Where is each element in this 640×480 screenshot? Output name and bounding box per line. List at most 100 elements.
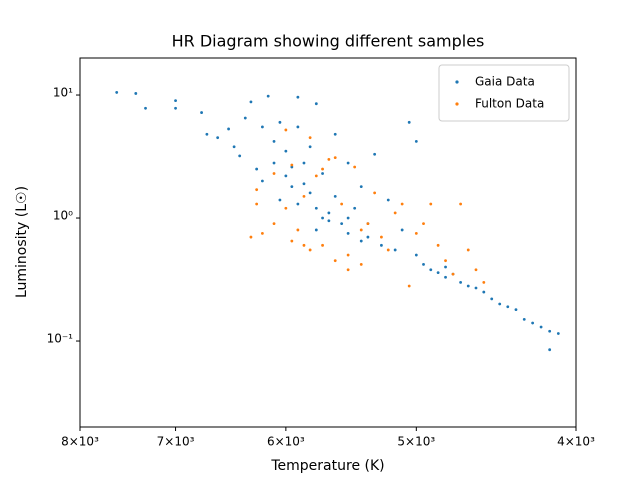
point: [340, 202, 344, 206]
point: [346, 231, 350, 235]
point: [205, 132, 209, 136]
point: [531, 321, 535, 325]
point: [359, 239, 363, 243]
point: [444, 265, 447, 269]
point: [393, 211, 397, 215]
point: [278, 198, 282, 202]
point: [393, 248, 397, 252]
point: [144, 106, 147, 110]
point: [249, 100, 253, 104]
point: [548, 348, 552, 352]
point: [444, 259, 447, 263]
point: [284, 128, 288, 132]
point: [333, 259, 337, 263]
point: [414, 139, 418, 143]
point: [321, 167, 324, 171]
point: [115, 91, 119, 94]
legend-marker: [455, 102, 459, 106]
point: [260, 125, 264, 129]
x-tick-label: 8×10³: [61, 435, 99, 449]
point: [451, 272, 455, 276]
x-axis-label: Temperature (K): [270, 458, 384, 474]
point: [474, 268, 478, 272]
point: [321, 172, 324, 175]
point: [466, 284, 470, 288]
point: [333, 156, 337, 159]
point: [321, 216, 324, 220]
point: [386, 198, 390, 202]
y-tick-label: 10⁰: [53, 209, 73, 223]
point: [278, 120, 282, 124]
x-tick-label: 4×10³: [557, 435, 595, 449]
point: [308, 145, 312, 149]
point: [548, 329, 552, 333]
y-axis-label: Luminosity (L☉): [14, 186, 30, 298]
point: [302, 243, 306, 247]
point: [346, 216, 350, 220]
legend-box: [438, 64, 570, 122]
point: [327, 219, 331, 223]
legend-label: Gaia Data: [475, 75, 535, 89]
point: [314, 174, 318, 178]
point: [407, 284, 411, 288]
point: [314, 228, 318, 232]
point: [266, 94, 270, 98]
point: [414, 231, 418, 235]
point: [353, 165, 357, 169]
point: [260, 231, 264, 235]
point: [296, 95, 300, 99]
point: [444, 275, 447, 279]
point: [174, 106, 177, 110]
point: [414, 253, 418, 257]
point: [302, 161, 306, 165]
point: [290, 163, 294, 167]
point: [429, 202, 433, 206]
point: [249, 235, 253, 239]
point: [227, 127, 230, 131]
point: [353, 206, 357, 210]
point: [422, 222, 425, 226]
point: [290, 165, 294, 169]
point: [482, 290, 486, 294]
point: [359, 262, 363, 266]
point: [302, 182, 306, 186]
point: [272, 172, 276, 175]
point: [482, 280, 486, 284]
point: [522, 317, 526, 321]
point: [284, 174, 288, 178]
point: [429, 268, 433, 272]
point: [272, 222, 276, 226]
point: [498, 302, 502, 306]
point: [232, 145, 236, 149]
point: [321, 243, 324, 247]
point: [327, 157, 331, 161]
point: [333, 194, 337, 198]
point: [459, 202, 463, 206]
point: [407, 120, 411, 124]
point: [373, 152, 377, 156]
point: [308, 191, 312, 195]
point: [400, 228, 404, 232]
legend-marker: [455, 80, 459, 84]
point: [380, 235, 383, 239]
point: [243, 116, 247, 120]
point: [474, 286, 478, 290]
point: [436, 271, 440, 275]
point: [333, 132, 337, 136]
point: [296, 125, 300, 129]
point: [422, 262, 425, 266]
point: [436, 243, 440, 247]
point: [359, 228, 363, 232]
point: [238, 154, 242, 158]
point: [386, 248, 390, 252]
point: [400, 202, 404, 206]
point: [284, 149, 288, 153]
point: [366, 222, 370, 226]
point: [134, 92, 138, 95]
point: [373, 191, 377, 195]
point: [260, 179, 264, 183]
point: [506, 305, 510, 309]
point: [314, 102, 318, 106]
x-tick-label: 6×10³: [267, 435, 305, 449]
